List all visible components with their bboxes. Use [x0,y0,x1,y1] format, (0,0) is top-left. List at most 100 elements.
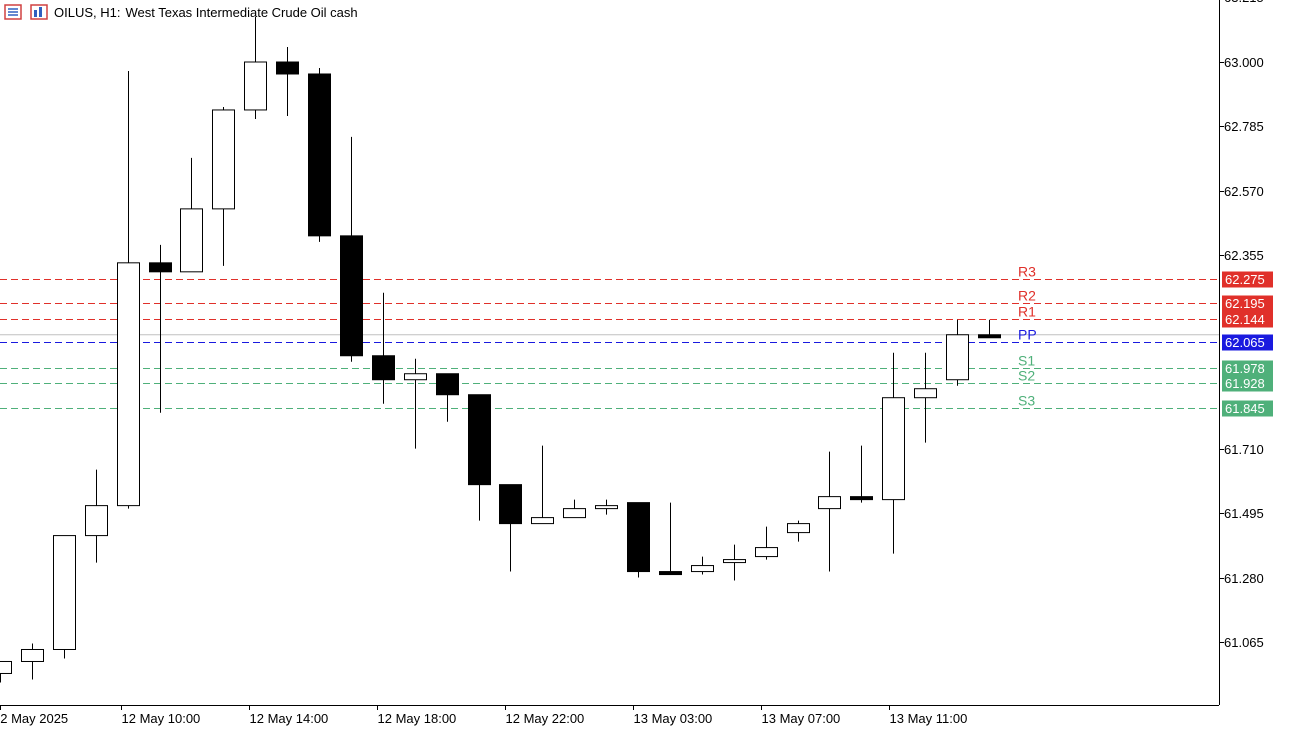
candle [21,643,44,680]
pivot-label-r1: R1 [1018,304,1036,320]
candle-body [436,373,459,396]
candle [0,660,12,683]
candle [563,499,586,519]
candle [149,244,172,413]
candle [468,394,491,521]
candle [595,499,618,515]
candle-body [627,502,650,573]
candle-body [212,109,235,210]
candle-body [117,262,140,507]
price-tick-label-top: 63.215 [1224,0,1264,5]
candle-body [276,61,299,75]
candle [946,319,969,386]
pivot-price-tag-text-r1: 62.144 [1225,312,1265,327]
candle-body [755,547,778,558]
candle-body [691,565,714,573]
candle-body [499,484,522,525]
candle [659,502,682,576]
pivot-price-tag-pp [1222,334,1273,351]
candle-body [595,505,618,510]
pivot-price-tag-r2 [1222,295,1273,312]
pivot-price-tag-text-s2: 61.928 [1225,376,1265,391]
candle-body [563,508,586,519]
candle-body [180,208,203,273]
candle-body [244,61,267,111]
time-tick-label: 12 May 18:00 [378,711,457,726]
candle-body [372,355,395,381]
pivot-price-tag-r1 [1222,311,1273,328]
symbol-label: OILUS, H1: [54,4,121,20]
candle [372,292,395,404]
candle [404,358,427,449]
candle-body [850,496,873,501]
candle [85,469,108,563]
price-tick-label: 62.785 [1224,119,1264,134]
candle-body [53,535,76,650]
candle [499,484,522,572]
price-tick-label: 62.570 [1224,184,1264,199]
candle-body [404,373,427,381]
chart-frame [0,0,1220,706]
candle [627,502,650,578]
candle-body [946,334,969,381]
candle-body [308,73,331,237]
pivot-label-s1: S1 [1018,353,1035,369]
candle [53,535,76,659]
price-tick-label: 63.000 [1224,55,1264,70]
time-tick-label: 12 May 2025 [0,711,68,726]
pivot-price-tag-text-s3: 61.845 [1225,401,1265,416]
pivot-price-tag-s1 [1222,360,1273,377]
candle-body [882,397,905,501]
candle [531,445,554,525]
candle [914,352,937,443]
chart-window-icon[interactable] [4,4,22,20]
candle [882,352,905,554]
price-tick-label: 61.065 [1224,635,1264,650]
time-tick-label: 12 May 14:00 [250,711,329,726]
price-tick-label: 62.355 [1224,248,1264,263]
candle [180,157,203,273]
price-tick-label: 61.710 [1224,442,1264,457]
chart-header: OILUS, H1: West Texas Intermediate Crude… [0,0,358,24]
time-tick-label: 12 May 22:00 [506,711,585,726]
pivot-price-tag-text-r2: 62.195 [1225,296,1265,311]
price-tick-label: 61.280 [1224,571,1264,586]
candle-body [0,660,12,674]
candle-body [21,648,44,662]
indicator-icon[interactable] [30,4,48,20]
pivot-label-pp: PP [1018,327,1037,343]
candle [818,451,841,572]
candle-body [787,523,810,534]
candle-body [468,394,491,486]
candle [117,70,140,509]
pivot-label-s2: S2 [1018,368,1035,384]
candle [850,445,873,503]
time-tick-label: 13 May 03:00 [634,711,713,726]
candle-body [818,496,841,510]
candle [212,106,235,266]
time-axis: 12 May 2025 12 May 10:00 12 May 14:00 12 Ma… [0,705,967,726]
time-tick-label: 12 May 10:00 [122,711,201,726]
candle-body [531,517,554,525]
candle-body [978,334,1001,339]
price-tick-label: 61.495 [1224,506,1264,521]
candle [276,47,299,116]
candle [723,544,746,581]
candle [340,136,363,362]
candle [787,520,810,542]
candle-body [723,559,746,564]
pivot-price-tag-s3 [1222,400,1273,417]
candle-body [914,388,937,399]
candle [244,17,267,119]
pivot-label-r2: R2 [1018,288,1036,304]
candle [436,373,459,422]
pivot-price-tag-s2 [1222,375,1273,392]
time-tick-label: 13 May 07:00 [762,711,841,726]
pivot-price-tag-text-s1: 61.978 [1225,361,1265,376]
pivot-price-tag-r3 [1222,271,1273,288]
candle-body [659,571,682,576]
price-axis: 63.000 62.785 62.570 62.355 61.710 61.495 61.2… [1219,0,1264,650]
candle [978,319,1001,339]
candle [755,526,778,560]
